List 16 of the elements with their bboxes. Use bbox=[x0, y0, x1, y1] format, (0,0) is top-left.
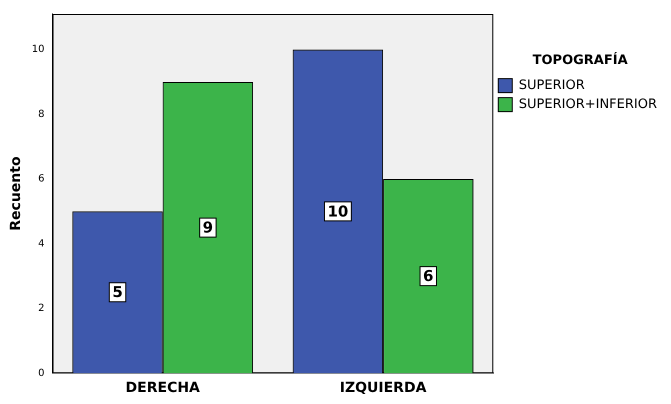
data-label: 6 bbox=[423, 267, 434, 286]
data-label: 9 bbox=[202, 218, 214, 236]
y-tick-label: 8 bbox=[38, 108, 45, 120]
legend-label: SUPERIOR+INFERIOR bbox=[518, 96, 658, 112]
legend-label: SUPERIOR bbox=[518, 78, 585, 93]
x-tick-label: DERECHA bbox=[126, 380, 200, 396]
y-tick-label: 10 bbox=[32, 44, 45, 56]
data-label: 10 bbox=[327, 202, 348, 220]
data-label: 5 bbox=[112, 283, 123, 302]
y-tick-label: 4 bbox=[38, 238, 45, 250]
y-tick-label: 6 bbox=[38, 174, 45, 185]
y-tick-label: 2 bbox=[38, 303, 45, 314]
x-tick-label: IZQUIERDA bbox=[340, 380, 427, 396]
y-axis-title: Recuento bbox=[8, 156, 24, 231]
legend-title: TOPOGRAFÍA bbox=[532, 50, 628, 68]
y-tick-label: 0 bbox=[38, 368, 45, 379]
